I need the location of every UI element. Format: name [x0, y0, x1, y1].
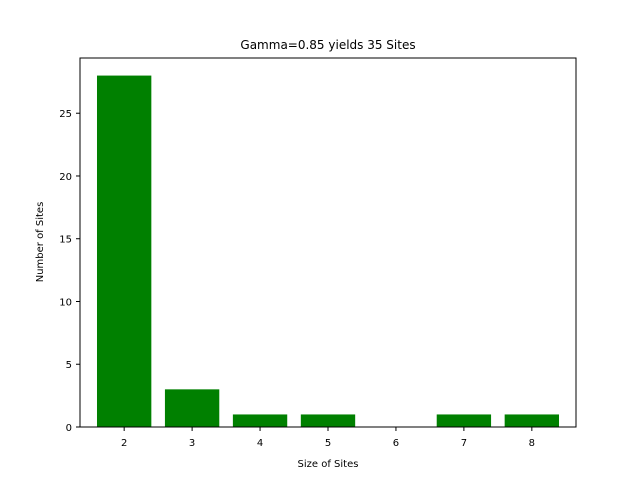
- y-axis-label: Number of Sites: [35, 202, 46, 283]
- bar-size-2: [96, 75, 152, 428]
- bar-size-8: [504, 414, 560, 427]
- y-axis-ticks: 0 5 10 15 20 25: [59, 109, 80, 434]
- x-tick-label-2: 2: [121, 438, 127, 449]
- y-tick-label-15: 15: [59, 235, 72, 246]
- x-axis-ticks: 2 3 4 5 6 7 8: [121, 427, 535, 449]
- bar-size-4: [232, 414, 288, 427]
- chart-title: Gamma=0.85 yields 35 Sites: [240, 38, 415, 52]
- y-tick-label-25: 25: [59, 109, 72, 120]
- x-axis-label: Size of Sites: [298, 459, 359, 470]
- y-tick-label-20: 20: [59, 172, 72, 183]
- x-tick-label-5: 5: [325, 438, 331, 449]
- x-tick-label-3: 3: [189, 438, 195, 449]
- bar-size-7: [436, 414, 492, 427]
- y-tick-label-0: 0: [66, 423, 72, 434]
- y-tick-label-5: 5: [66, 360, 72, 371]
- bar-size-3: [164, 389, 220, 427]
- bars-group: [96, 75, 560, 428]
- x-tick-label-6: 6: [393, 438, 399, 449]
- x-tick-label-7: 7: [461, 438, 467, 449]
- x-tick-label-4: 4: [257, 438, 263, 449]
- bar-size-5: [300, 414, 356, 427]
- y-tick-label-10: 10: [59, 297, 72, 308]
- x-tick-label-8: 8: [529, 438, 535, 449]
